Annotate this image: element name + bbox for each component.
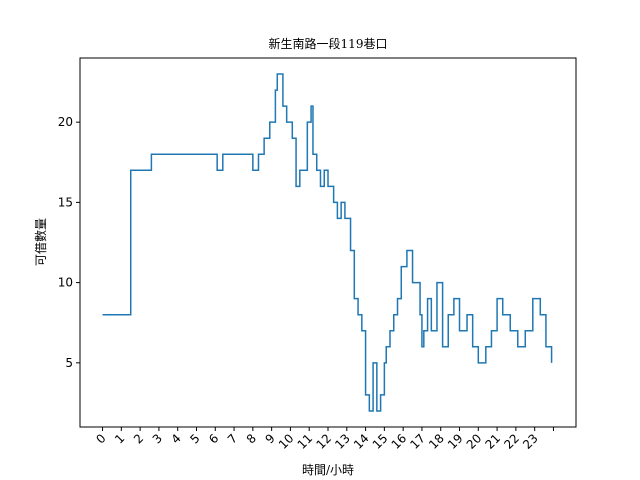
y-tick-label: 5 [65,356,73,370]
y-tick-label: 10 [58,276,73,290]
x-tick-label: 10 [276,431,297,452]
x-tick-label: 21 [483,431,504,452]
x-tick-label: 4 [169,431,184,446]
series-layer [102,73,553,412]
x-tick-label: 2 [131,431,146,446]
x-tick-label: 18 [426,431,447,452]
x-tick-label: 19 [445,431,466,452]
y-tick-label: 20 [58,115,73,129]
x-tick-label: 11 [295,431,316,452]
x-tick-label: 12 [313,431,334,452]
x-tick-label: 1 [112,431,127,446]
x-tick-label: 20 [464,431,485,452]
x-tick-label: 15 [370,431,391,452]
x-tick-label: 5 [187,431,202,446]
x-tick-label: 6 [206,431,221,446]
chart-title: 新生南路一段119巷口 [269,36,388,51]
series-line [102,73,553,412]
x-tick-label: 13 [332,431,353,452]
x-tick-label: 3 [150,431,165,446]
plot-area [79,57,577,428]
y-tick-label: 15 [58,195,73,209]
x-tick-label: 8 [244,431,259,446]
x-tick-label: 22 [501,431,522,452]
x-tick-label: 17 [407,431,428,452]
x-tick-label: 14 [351,431,372,452]
y-axis-ticks: 5 10 15 20 [58,115,80,370]
x-tick-label: 23 [520,431,541,452]
x-tick-label: 7 [225,431,240,446]
y-axis-label: 可借數量 [34,218,48,266]
x-axis-label: 時間/小時 [302,463,354,477]
x-tick-label: 9 [262,431,277,446]
x-tick-label: 16 [389,431,410,452]
x-tick-label: 0 [93,431,108,446]
